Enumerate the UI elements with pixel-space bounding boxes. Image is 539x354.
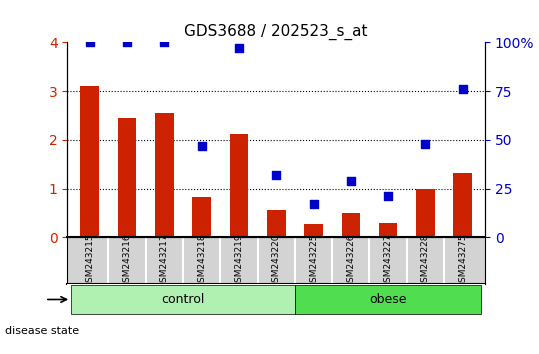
Text: GSM243215: GSM243215: [85, 233, 94, 288]
Text: obese: obese: [369, 293, 407, 306]
Text: GSM243216: GSM243216: [122, 233, 132, 288]
Bar: [155, 113, 174, 237]
Point: [160, 40, 169, 45]
Bar: [379, 223, 397, 237]
Text: GSM243226: GSM243226: [347, 233, 355, 288]
Text: GSM243217: GSM243217: [160, 233, 169, 288]
Bar: [192, 197, 211, 237]
Text: GSM243227: GSM243227: [384, 233, 392, 288]
Text: GSM243218: GSM243218: [197, 233, 206, 288]
FancyBboxPatch shape: [295, 285, 481, 314]
Point: [197, 143, 206, 149]
Point: [272, 172, 281, 178]
Bar: [342, 213, 360, 237]
Text: GSM243219: GSM243219: [234, 233, 244, 288]
Point: [309, 201, 318, 207]
Text: disease state: disease state: [5, 326, 80, 336]
Text: control: control: [161, 293, 205, 306]
Bar: [230, 134, 248, 237]
Bar: [304, 224, 323, 237]
Bar: [416, 189, 435, 237]
Point: [234, 46, 243, 51]
Point: [347, 178, 355, 184]
Bar: [80, 86, 99, 237]
Point: [384, 194, 392, 199]
Bar: [453, 173, 472, 237]
Point: [86, 40, 94, 45]
Point: [421, 141, 430, 147]
Bar: [267, 210, 286, 237]
FancyBboxPatch shape: [71, 285, 295, 314]
Text: GSM243275: GSM243275: [458, 233, 467, 288]
Point: [123, 40, 132, 45]
Text: GSM243228: GSM243228: [421, 233, 430, 288]
Title: GDS3688 / 202523_s_at: GDS3688 / 202523_s_at: [184, 23, 368, 40]
Bar: [118, 118, 136, 237]
Text: GSM243220: GSM243220: [272, 233, 281, 288]
Text: GSM243225: GSM243225: [309, 233, 318, 288]
Point: [458, 86, 467, 92]
